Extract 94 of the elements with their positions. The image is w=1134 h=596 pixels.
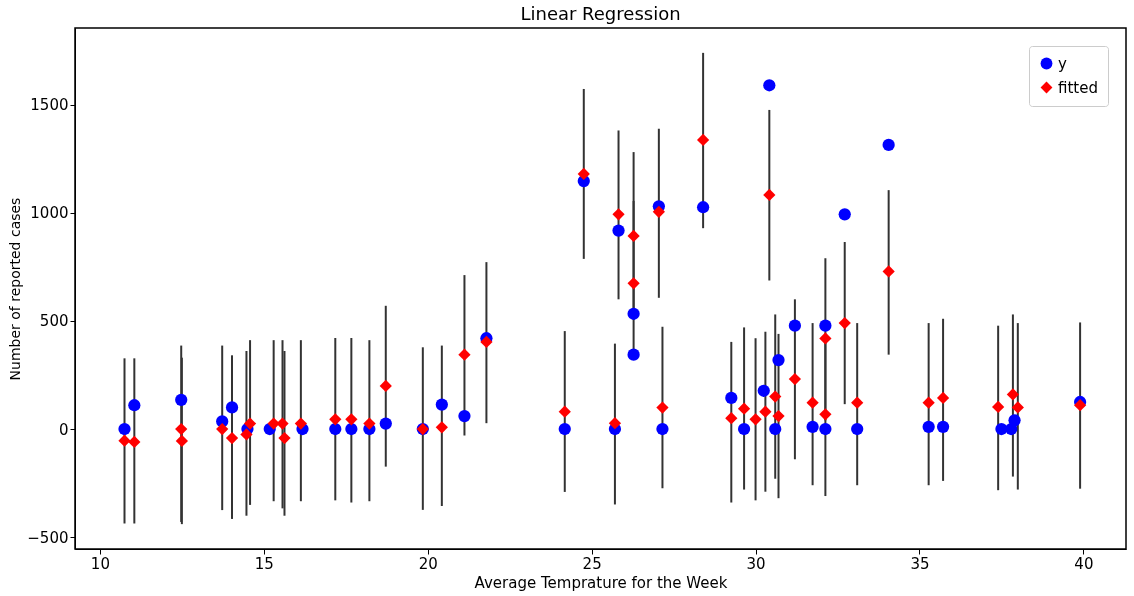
point: [656, 401, 669, 414]
point: [936, 391, 950, 405]
point: [612, 208, 625, 221]
point: [725, 391, 738, 404]
point: [772, 409, 785, 423]
point: [922, 396, 935, 409]
point: [329, 422, 342, 436]
point: [788, 372, 802, 386]
point: [216, 422, 229, 436]
point: [992, 400, 1005, 414]
point: [175, 422, 188, 436]
point: [763, 188, 776, 202]
point: [345, 422, 358, 436]
point: [329, 413, 342, 426]
point: [819, 332, 832, 345]
point: [435, 421, 448, 434]
point: [757, 384, 770, 397]
point: [1011, 401, 1024, 414]
point: [608, 417, 622, 430]
point: [882, 265, 895, 278]
point: [838, 208, 851, 221]
x-tick-label: 35: [910, 554, 930, 573]
point: [1073, 399, 1087, 412]
point: [922, 420, 935, 433]
x-tick-label: 15: [254, 554, 274, 573]
point: [759, 405, 772, 418]
point: [656, 422, 669, 436]
point: [458, 348, 471, 361]
x-tick-label: 20: [418, 554, 438, 573]
point: [819, 422, 832, 436]
point: [345, 413, 358, 426]
y-axis-title: Number of reported cases: [7, 197, 24, 381]
point: [294, 417, 307, 430]
point: [128, 399, 141, 412]
point: [737, 422, 751, 436]
x-tick-label: 40: [1074, 554, 1094, 573]
point: [936, 420, 950, 433]
legend-label: y: [1058, 54, 1067, 73]
point: [363, 417, 376, 430]
point: [806, 396, 819, 409]
point: [128, 435, 141, 449]
point: [118, 422, 131, 436]
point: [769, 422, 782, 436]
point: [763, 79, 776, 92]
point: [627, 229, 640, 243]
point: [175, 434, 188, 448]
point: [627, 307, 640, 320]
x-tick-label: 30: [746, 554, 766, 573]
point: [577, 167, 590, 181]
point: [749, 413, 762, 426]
point: [1008, 414, 1021, 427]
point: [558, 422, 571, 436]
point: [838, 316, 851, 330]
point: [1006, 388, 1020, 401]
point: [225, 431, 239, 445]
chart-title: Linear Regression: [520, 3, 681, 24]
point: [851, 396, 864, 409]
point: [819, 319, 832, 332]
y-tick-label: −500: [27, 528, 69, 547]
point: [725, 412, 738, 425]
y-tick-label: 1000: [30, 204, 69, 223]
point: [769, 390, 782, 403]
point: [612, 224, 625, 237]
point: [696, 133, 710, 147]
y-tick-label: 1500: [30, 96, 69, 115]
point: [558, 405, 571, 418]
point: [696, 201, 710, 214]
point: [627, 277, 640, 290]
point: [882, 138, 895, 152]
point: [458, 409, 471, 423]
point: [772, 353, 785, 367]
x-tick-label: 10: [90, 554, 110, 573]
point: [118, 434, 131, 447]
point: [278, 431, 291, 445]
point: [627, 348, 640, 361]
point: [480, 335, 493, 349]
point: [652, 205, 665, 218]
point: [851, 422, 864, 436]
point: [240, 428, 253, 441]
point: [243, 417, 257, 430]
point: [379, 417, 392, 430]
point: [737, 402, 751, 415]
point: [175, 393, 188, 406]
legend-label: fitted: [1058, 78, 1098, 97]
y-tick-label: 500: [39, 312, 69, 331]
y-tick-label: 0: [58, 420, 69, 439]
point: [225, 401, 239, 414]
point: [435, 398, 448, 411]
x-axis-title: Average Temprature for the Week: [474, 573, 728, 592]
point: [379, 379, 392, 393]
point: [819, 408, 832, 421]
point: [806, 420, 819, 433]
x-tick-label: 25: [582, 554, 602, 573]
point: [788, 319, 802, 332]
